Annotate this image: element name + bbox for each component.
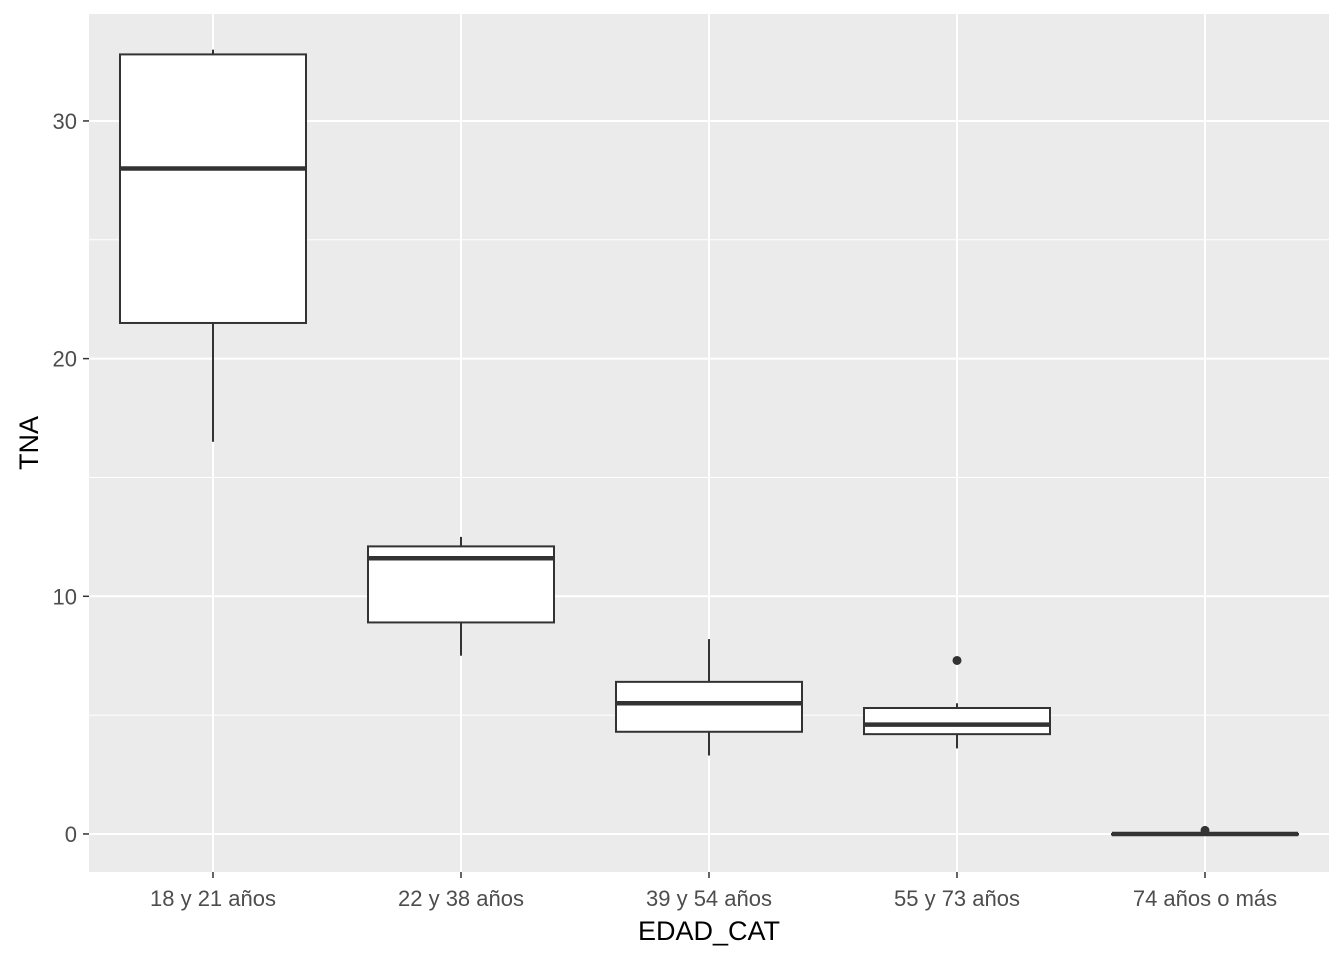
box-series xyxy=(119,49,1299,837)
outlier-point xyxy=(952,655,962,665)
x-tick-label: 18 y 21 años xyxy=(150,886,276,911)
box-group xyxy=(119,49,307,442)
y-axis-title: TNA xyxy=(14,416,44,470)
y-axis-ticks: 0 10 20 30 xyxy=(53,109,89,847)
box-iqr xyxy=(119,53,307,324)
x-axis-title: EDAD_CAT xyxy=(638,916,780,946)
outlier-point xyxy=(1200,825,1210,835)
y-tick-label: 10 xyxy=(53,584,77,609)
box-iqr xyxy=(863,707,1051,736)
x-tick-label: 39 y 54 años xyxy=(646,886,772,911)
box-group xyxy=(615,639,803,756)
x-tick-label: 74 años o más xyxy=(1133,886,1277,911)
y-tick-label: 30 xyxy=(53,109,77,134)
box-group xyxy=(863,655,1051,749)
box-iqr xyxy=(615,680,803,733)
y-tick-label: 0 xyxy=(65,822,77,847)
x-tick-label: 55 y 73 años xyxy=(894,886,1020,911)
y-tick-label: 20 xyxy=(53,347,77,372)
x-tick-label: 22 y 38 años xyxy=(398,886,524,911)
box-group xyxy=(367,536,555,656)
x-axis-ticks: 18 y 21 años 22 y 38 años 39 y 54 años 55 y… xyxy=(150,872,1277,911)
box-group xyxy=(1111,825,1299,837)
